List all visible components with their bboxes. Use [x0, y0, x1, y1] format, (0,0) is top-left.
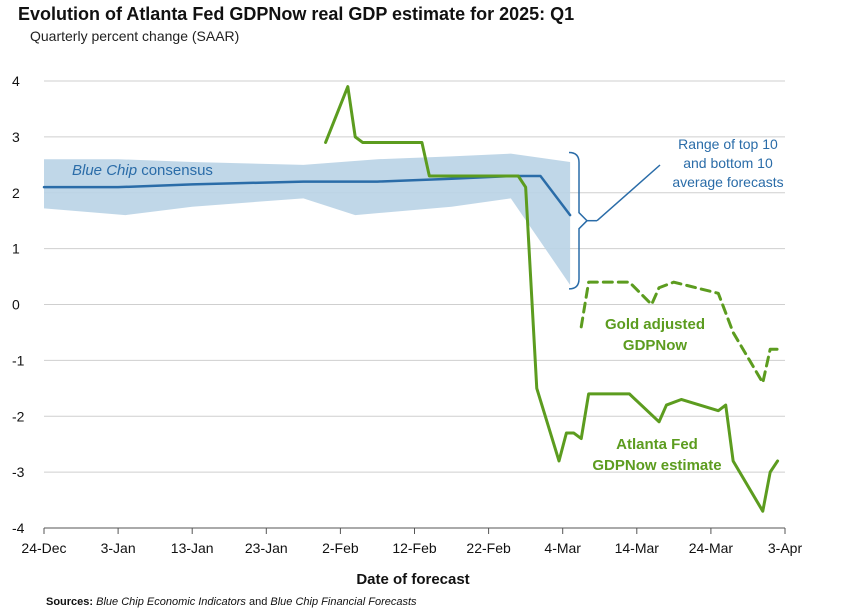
x-tick-label: 3-Apr: [768, 540, 803, 556]
range-annotation-line: average forecasts: [672, 174, 783, 190]
y-tick-label: -1: [12, 352, 25, 368]
range-band-layer: [44, 153, 571, 285]
blue-chip-consensus-line: [42, 174, 572, 217]
chart-subtitle: Quarterly percent change (SAAR): [30, 28, 240, 44]
y-tick-label: 3: [12, 129, 20, 145]
y-tick-label: 2: [12, 185, 20, 201]
x-tick-label: 24-Mar: [689, 540, 734, 556]
blue-chip-label-rest: consensus: [137, 162, 213, 179]
axes: 4 3 2 1 0 -1 -2 -3 -4 24-Dec 3-Jan 13-Jan 23-Jan 2-Fe…: [12, 73, 802, 588]
source-note: Sources: Blue Chip Economic Indicators a…: [46, 596, 417, 608]
x-tick-label: 2-Feb: [322, 540, 359, 556]
y-tick-label: -4: [12, 520, 25, 536]
range-annotation-line: and bottom 10: [683, 155, 773, 171]
gold-adjusted-line: [579, 280, 780, 385]
gdpnow-estimate-line: [324, 85, 780, 513]
gold-adjusted-label-line: Gold adjusted: [605, 316, 705, 333]
x-tick-label: 24-Dec: [21, 540, 66, 556]
range-bracket: [568, 151, 589, 290]
range-annotation-line: Range of top 10: [678, 136, 778, 152]
x-tick-label: 3-Jan: [101, 540, 136, 556]
y-tick-label: 4: [12, 73, 20, 89]
source-conjunction: and: [245, 596, 271, 608]
range-band: [44, 153, 571, 285]
blue-chip-label-italic: Blue Chip: [72, 162, 137, 179]
gold-adjusted-label-line: GDPNow: [623, 337, 688, 354]
y-tick-label: 0: [12, 297, 20, 313]
x-axis-title: Date of forecast: [356, 571, 469, 588]
series-layer: [42, 85, 780, 513]
source-publication-2: Blue Chip Financial Forecasts: [270, 596, 417, 608]
x-tick-label: 23-Jan: [245, 540, 288, 556]
chart-title: Evolution of Atlanta Fed GDPNow real GDP…: [18, 4, 575, 24]
source-publication-1: Blue Chip Economic Indicators: [96, 596, 246, 608]
blue-chip-consensus-label: Blue Chip consensus: [72, 162, 213, 179]
y-tick-label: -3: [12, 464, 25, 480]
x-tick-label: 22-Feb: [466, 540, 511, 556]
source-label: Sources:: [46, 596, 94, 608]
gdpnow-estimate-label-line: GDPNow estimate: [592, 457, 721, 474]
annotations: Blue Chip consensus Range of top 10 and bo…: [72, 136, 784, 474]
x-tick-label: 14-Mar: [615, 540, 660, 556]
y-tick-label: -2: [12, 408, 25, 424]
gdpnow-estimate-label-line: Atlanta Fed: [616, 436, 698, 453]
range-leader-line: [596, 164, 661, 222]
x-tick-label: 12-Feb: [392, 540, 437, 556]
x-tick-label: 4-Mar: [544, 540, 581, 556]
y-tick-label: 1: [12, 241, 20, 257]
x-tick-label: 13-Jan: [171, 540, 214, 556]
